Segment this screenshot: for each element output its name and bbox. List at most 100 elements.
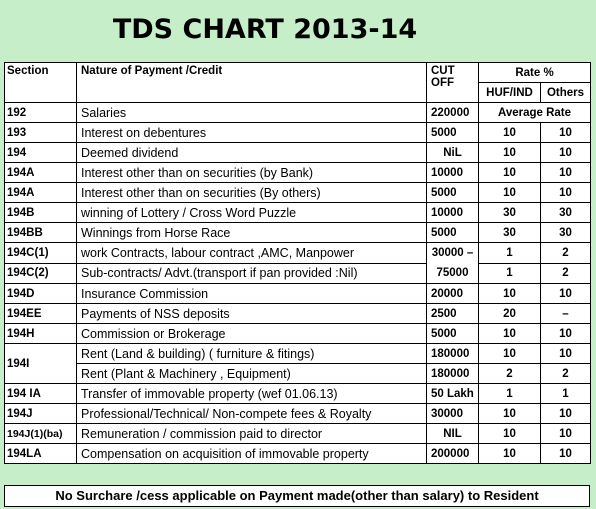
header-rate: Rate % bbox=[477, 62, 592, 83]
cut-off-cell: 5000 bbox=[426, 323, 479, 344]
huf-ind-cell: 10 bbox=[478, 283, 541, 304]
table-row: 194A Interest other than on securities (… bbox=[4, 162, 592, 183]
cut-off-cell: 200000 bbox=[426, 443, 479, 464]
section-cell: 194J(1)(ba) bbox=[4, 423, 77, 444]
table-row: Rent (Plant & Machinery , Equipment) 180… bbox=[5, 363, 592, 384]
nature-cell: Remuneration / commission paid to direct… bbox=[76, 423, 427, 444]
section-cell: 194 bbox=[4, 142, 77, 163]
others-cell: 2 bbox=[539, 262, 592, 284]
huf-ind-cell: 10 bbox=[478, 443, 541, 464]
cut-off-line1: 30000 – bbox=[431, 247, 474, 259]
huf-ind-cell: 10 bbox=[478, 162, 541, 183]
page-title: TDS CHART 2013-14 bbox=[112, 14, 418, 45]
section-cell: 194A bbox=[4, 182, 77, 203]
header-cut-off-line2: OFF bbox=[431, 77, 454, 89]
cut-off-line2: 75000 bbox=[436, 267, 469, 279]
huf-ind-cell: 10 bbox=[478, 142, 541, 163]
cut-off-cell: NIL bbox=[426, 423, 479, 444]
huf-ind-cell: 30 bbox=[478, 222, 541, 243]
section-cell: 194 IA bbox=[4, 383, 77, 404]
section-cell: 194D bbox=[4, 283, 77, 304]
cut-off-cell: 5000 bbox=[426, 222, 479, 243]
table-row: 194B winning of Lottery / Cross Word Puz… bbox=[4, 202, 592, 223]
others-cell: 1 bbox=[539, 383, 592, 404]
footer-note: No Surchare /cess applicable on Payment … bbox=[4, 485, 590, 507]
huf-ind-cell: 20 bbox=[478, 303, 541, 324]
cut-off-cell: 5000 bbox=[426, 122, 479, 143]
nature-cell: Sub-contracts/ Advt.(transport if pan pr… bbox=[76, 262, 427, 284]
nature-cell: Compensation on acquisition of immovable… bbox=[76, 443, 427, 464]
cut-off-cell: 220000 bbox=[426, 102, 479, 123]
section-cell: 194C(1) bbox=[4, 242, 77, 264]
table-header-row: Section Nature of Payment /Credit CUT OF… bbox=[4, 62, 592, 103]
cut-off-cell: 50 Lakh bbox=[426, 383, 479, 404]
others-cell: 10 bbox=[539, 443, 592, 464]
table-row: 194 Deemed dividend NiL 10 10 bbox=[4, 142, 592, 163]
nature-cell: Commission or Brokerage bbox=[76, 323, 427, 344]
table-row: 193 Interest on debentures 5000 10 10 bbox=[4, 122, 592, 143]
cut-off-cell: NiL bbox=[426, 142, 479, 163]
table-row: 194EE Payments of NSS deposits 2500 20 – bbox=[4, 303, 592, 324]
huf-ind-cell: 2 bbox=[478, 363, 541, 384]
nature-cell: Payments of NSS deposits bbox=[76, 303, 427, 324]
nature-cell: Transfer of immovable property (wef 01.0… bbox=[76, 383, 427, 404]
cut-off-cell: 20000 bbox=[426, 283, 479, 304]
table-row: 192 Salaries 220000 Average Rate bbox=[4, 102, 592, 123]
rate-merged-cell: Average Rate bbox=[477, 102, 592, 123]
section-cell: 194A bbox=[4, 162, 77, 183]
nature-cell: Interest other than on securities (by Ba… bbox=[76, 162, 427, 183]
others-cell: 10 bbox=[539, 403, 592, 424]
section-cell: 194EE bbox=[4, 303, 77, 324]
section-cell: 194I bbox=[4, 343, 77, 384]
cut-off-cell: 10000 bbox=[426, 162, 479, 183]
section-cell: 194BB bbox=[4, 222, 77, 243]
others-cell: 10 bbox=[539, 122, 592, 143]
header-huf-ind: HUF/IND bbox=[478, 82, 541, 103]
nature-cell: Rent (Plant & Machinery , Equipment) bbox=[76, 363, 427, 384]
nature-cell: Interest other than on securities (By ot… bbox=[76, 182, 427, 203]
table-row: 194LA Compensation on acquisition of imm… bbox=[4, 443, 592, 464]
nature-cell: winning of Lottery / Cross Word Puzzle bbox=[76, 202, 427, 223]
others-cell: 10 bbox=[539, 283, 592, 304]
nature-cell: Deemed dividend bbox=[76, 142, 427, 163]
others-cell: 10 bbox=[539, 343, 592, 364]
table-row: 194 IA Transfer of immovable property (w… bbox=[4, 383, 592, 404]
section-cell: 194LA bbox=[4, 443, 77, 464]
nature-cell: Rent (Land & building) ( furniture & fit… bbox=[76, 343, 427, 364]
table-row: 194A Interest other than on securities (… bbox=[4, 182, 592, 203]
nature-cell: Professional/Technical/ Non-compete fees… bbox=[76, 403, 427, 424]
huf-ind-cell: 10 bbox=[478, 182, 541, 203]
huf-ind-cell: 1 bbox=[478, 242, 541, 264]
others-cell: – bbox=[539, 303, 592, 324]
section-cell: 194H bbox=[4, 323, 77, 344]
nature-cell: Insurance Commission bbox=[76, 283, 427, 304]
huf-ind-cell: 30 bbox=[478, 202, 541, 223]
nature-cell: Interest on debentures bbox=[76, 122, 427, 143]
nature-cell: Winnings from Horse Race bbox=[76, 222, 427, 243]
cut-off-cell-merged: 30000 – 75000 bbox=[426, 242, 479, 284]
cut-off-cell: 180000 bbox=[426, 363, 479, 384]
cut-off-cell: 2500 bbox=[426, 303, 479, 324]
cut-off-cell: 10000 bbox=[426, 202, 479, 223]
section-cell: 194C(2) bbox=[4, 262, 77, 284]
nature-cell: work Contracts, labour contract ,AMC, Ma… bbox=[76, 242, 427, 264]
others-cell: 10 bbox=[539, 142, 592, 163]
tds-table: Section Nature of Payment /Credit CUT OF… bbox=[4, 62, 592, 464]
header-cut-off: CUT OFF bbox=[426, 62, 479, 103]
huf-ind-cell: 1 bbox=[478, 262, 541, 284]
table-row: 194I Rent (Land & building) ( furniture … bbox=[4, 343, 592, 384]
huf-ind-cell: 10 bbox=[478, 343, 541, 364]
huf-ind-cell: 10 bbox=[478, 403, 541, 424]
header-others: Others bbox=[539, 82, 592, 103]
table-row: 194H Commission or Brokerage 5000 10 10 bbox=[4, 323, 592, 344]
huf-ind-cell: 1 bbox=[478, 383, 541, 404]
section-cell: 192 bbox=[4, 102, 77, 123]
cut-off-cell: 5000 bbox=[426, 182, 479, 203]
others-cell: 2 bbox=[539, 363, 592, 384]
section-cell: 194B bbox=[4, 202, 77, 223]
others-cell: 10 bbox=[539, 323, 592, 344]
header-section: Section bbox=[4, 62, 77, 103]
others-cell: 2 bbox=[539, 242, 592, 264]
table-row: 194J Professional/Technical/ Non-compete… bbox=[4, 403, 592, 424]
others-cell: 30 bbox=[539, 222, 592, 243]
